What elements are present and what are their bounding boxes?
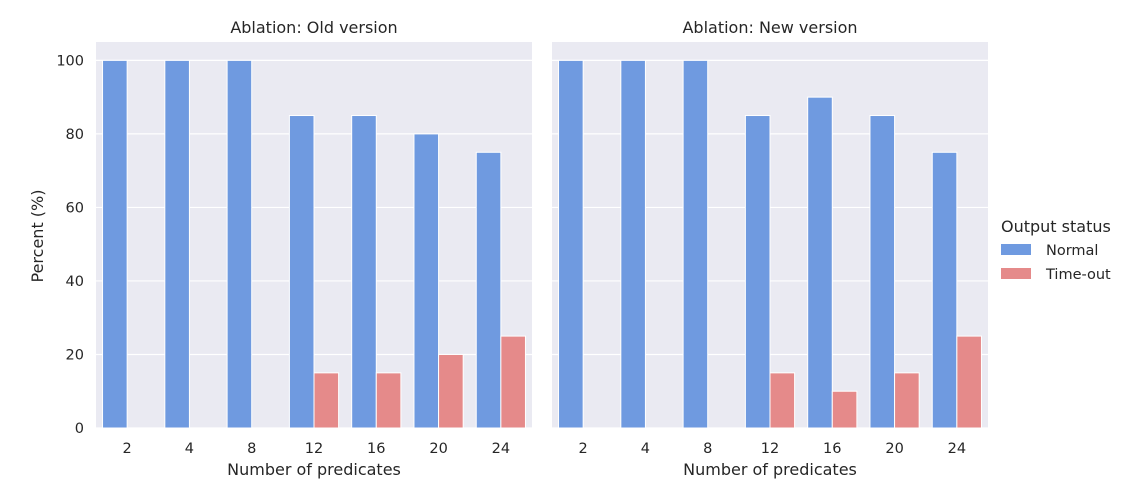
bar-normal: [931, 151, 958, 429]
bar-time-out: [500, 335, 526, 429]
x-tick-label: 12: [761, 441, 779, 457]
x-tick-label: 20: [885, 441, 903, 457]
bar-normal: [102, 59, 128, 429]
panel-title: Ablation: Old version: [230, 18, 397, 37]
x-tick-label: 2: [123, 441, 132, 457]
y-tick-label: 60: [66, 200, 84, 216]
y-tick-label: 100: [56, 53, 84, 69]
bar-time-out: [313, 372, 340, 429]
x-tick-label: 24: [948, 441, 966, 457]
y-tick-label: 40: [66, 274, 84, 290]
x-tick-label: 16: [367, 441, 385, 457]
bar-normal: [869, 115, 896, 429]
legend-label-time-out: Time-out: [1045, 267, 1111, 283]
x-tick-label: 2: [579, 441, 588, 457]
y-tick-label: 20: [66, 347, 84, 363]
x-axis-label: Number of predicates: [683, 460, 857, 479]
bar-normal: [288, 115, 315, 429]
bar-normal: [226, 59, 253, 429]
y-tick-label: 0: [75, 421, 84, 437]
bar-normal: [413, 133, 440, 429]
legend: Output status Normal Time-out: [1001, 217, 1111, 283]
x-tick-label: 20: [429, 441, 447, 457]
bar-normal: [351, 115, 377, 429]
y-tick-label: 80: [66, 127, 84, 143]
x-tick-label: 4: [641, 441, 650, 457]
bar-normal: [475, 151, 502, 429]
legend-swatch-time-out: [1001, 268, 1031, 279]
legend-swatch-normal: [1001, 244, 1031, 255]
x-tick-label: 16: [823, 441, 841, 457]
bar-time-out: [831, 390, 858, 429]
panel-title: Ablation: New version: [682, 18, 857, 37]
bar-normal: [807, 96, 833, 429]
bar-time-out: [375, 372, 402, 429]
legend-title: Output status: [1001, 217, 1111, 236]
bar-normal: [620, 59, 646, 429]
x-tick-label: 12: [305, 441, 323, 457]
legend-label-normal: Normal: [1046, 243, 1098, 259]
bar-normal: [558, 59, 584, 429]
bar-normal: [744, 115, 771, 429]
bar-normal: [164, 59, 190, 429]
x-tick-label: 8: [703, 441, 712, 457]
x-tick-label: 24: [492, 441, 510, 457]
x-axis-label: Number of predicates: [227, 460, 401, 479]
x-tick-label: 4: [185, 441, 194, 457]
bar-time-out: [769, 372, 796, 429]
bar-time-out: [894, 372, 920, 429]
bar-time-out: [438, 353, 464, 429]
x-tick-label: 8: [247, 441, 256, 457]
y-axis-label: Percent (%): [28, 190, 47, 283]
bar-normal: [682, 59, 709, 429]
bar-time-out: [956, 335, 982, 429]
